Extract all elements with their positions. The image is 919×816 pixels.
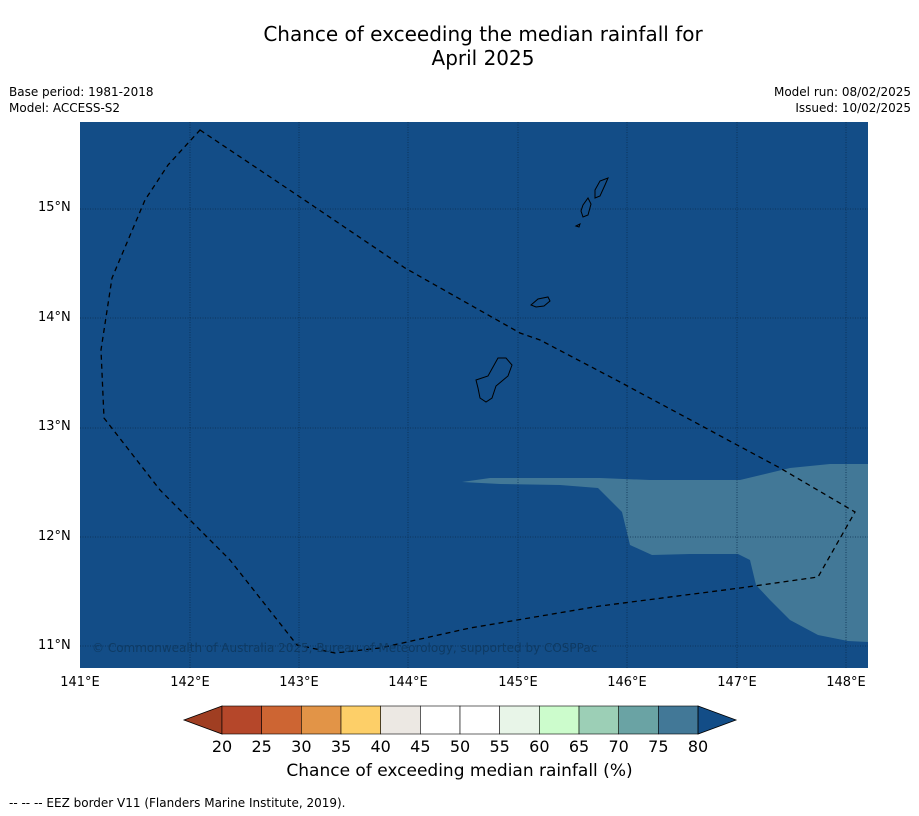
lon-label-145e: 145°E [498,675,538,690]
tinian-island [580,197,592,218]
eez-border [100,129,856,654]
lat-label-14n: 14°N [38,310,71,325]
lon-label-147e: 147°E [717,675,757,690]
colorbar-segment [221,705,262,735]
lat-label-15n: 15°N [38,200,71,215]
colorbar-tick-label: 65 [568,737,590,756]
graticule [80,122,868,668]
meta-left: Base period: 1981-2018 Model: ACCESS-S2 [9,84,154,116]
title-line-1: Chance of exceeding the median rainfall … [263,22,703,46]
issued-date: Issued: 10/02/2025 [795,101,911,115]
colorbar-tick-label: 30 [291,737,312,756]
colorbar-segment [539,705,580,735]
model-name: Model: ACCESS-S2 [9,101,121,115]
colorbar-segment [420,705,461,735]
islands [475,177,609,403]
lon-label-146e: 146°E [607,675,647,690]
colorbar-tick-label: 60 [529,737,550,756]
lon-label-143e: 143°E [279,675,319,690]
lon-label-148e: 148°E [826,675,866,690]
colorbar-label: Chance of exceeding median rainfall (%) [286,761,633,781]
copyright-notice: © Commonwealth of Australia 2025, Bureau… [92,641,598,655]
title-line-2: April 2025 [431,46,535,70]
rota-island [530,296,551,308]
colorbar-tick-label: 80 [687,737,709,756]
lat-label-11n: 11°N [38,638,71,653]
lon-label-141e: 141°E [60,675,100,690]
base-period: Base period: 1981-2018 [9,85,154,99]
colorbar-extend-high [697,705,738,735]
lon-label-142e: 142°E [170,675,210,690]
colorbar-tick-label: 75 [648,737,669,756]
colorbar-segment [618,705,659,735]
colorbar-segment [380,705,421,735]
colorbar-segment [499,705,540,735]
map-title: Chance of exceeding the median rainfall … [0,22,919,70]
colorbar-segment [261,705,302,735]
eez-footnote: -- -- -- EEZ border V11 (Flanders Marine… [9,796,346,810]
lat-label-12n: 12°N [38,529,71,544]
model-run: Model run: 08/02/2025 [773,85,911,99]
colorbar-extend-low [182,705,223,735]
colorbar-segment [578,705,620,735]
probability-patch [462,464,868,642]
lat-label-13n: 13°N [38,419,71,434]
guam-island [475,357,513,403]
colorbar-tick-label: 45 [410,737,431,756]
colorbar-segment [459,705,500,735]
colorbar-tick-label: 70 [608,737,629,756]
colorbar [182,705,738,735]
colorbar-tick-label: 20 [211,737,233,756]
lon-label-144e: 144°E [388,675,428,690]
colorbar-segment [340,705,381,735]
aguijan-island [574,223,581,228]
colorbar-tick-label: 55 [489,737,510,756]
colorbar-tick-label: 35 [330,737,352,756]
colorbar-tick-label: 25 [251,737,272,756]
meta-right: Model run: 08/02/2025 Issued: 10/02/2025 [774,84,911,116]
colorbar-segment [658,705,699,735]
colorbar-segment [301,705,342,735]
colorbar-tick-label: 40 [370,737,391,756]
colorbar-tick-label: 50 [449,737,471,756]
saipan-island [594,177,609,199]
